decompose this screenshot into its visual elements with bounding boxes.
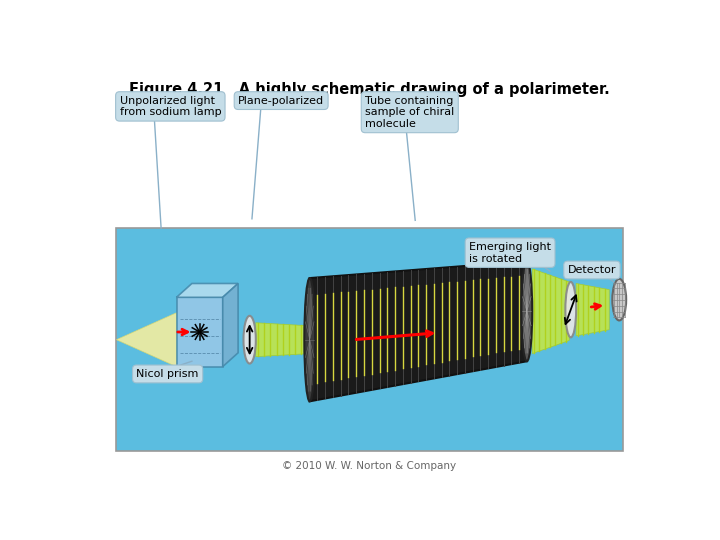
Polygon shape <box>532 269 570 354</box>
Polygon shape <box>117 313 176 367</box>
Polygon shape <box>310 261 527 401</box>
Text: Nicol prism: Nicol prism <box>137 369 199 379</box>
Polygon shape <box>176 298 222 367</box>
Text: Unpolarized light
from sodium lamp: Unpolarized light from sodium lamp <box>120 96 221 117</box>
Text: © 2010 W. W. Norton & Company: © 2010 W. W. Norton & Company <box>282 461 456 471</box>
Ellipse shape <box>305 278 315 401</box>
Polygon shape <box>222 284 238 367</box>
Bar <box>117 228 623 451</box>
Polygon shape <box>256 323 310 356</box>
Ellipse shape <box>565 282 576 338</box>
Polygon shape <box>576 284 609 336</box>
Text: Emerging light
is rotated: Emerging light is rotated <box>469 242 551 264</box>
Ellipse shape <box>521 261 532 361</box>
Polygon shape <box>176 284 238 298</box>
Text: Detector: Detector <box>567 265 616 275</box>
Ellipse shape <box>612 279 626 320</box>
Text: Figure 4.21   A highly schematic drawing of a polarimeter.: Figure 4.21 A highly schematic drawing o… <box>129 82 609 97</box>
Text: Plane-polarized: Plane-polarized <box>238 96 324 106</box>
Text: Tube containing
sample of chiral
molecule: Tube containing sample of chiral molecul… <box>365 96 454 129</box>
Ellipse shape <box>243 316 256 363</box>
